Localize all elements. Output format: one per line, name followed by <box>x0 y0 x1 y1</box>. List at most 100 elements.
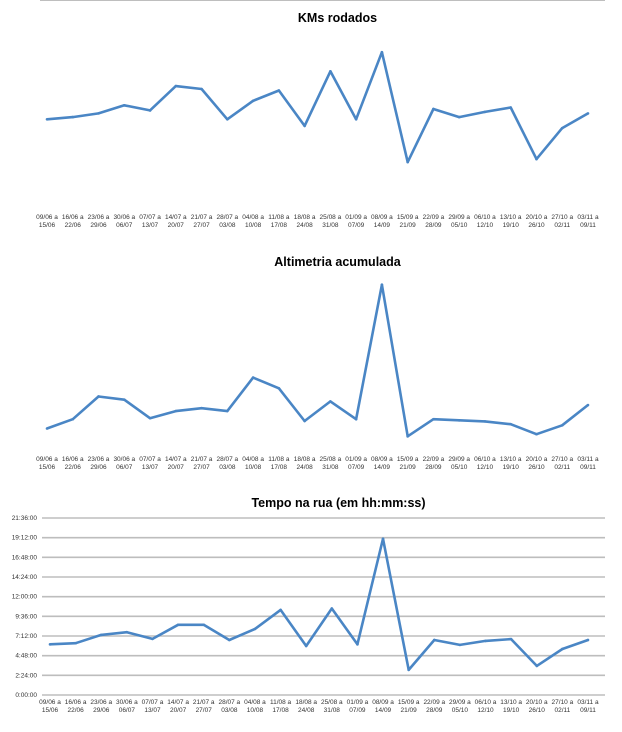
x-tick-label: 31/08 <box>324 707 341 714</box>
x-tick-label: 17/08 <box>272 707 289 714</box>
x-tick-label: 28/09 <box>426 707 443 714</box>
y-tick-label: 0.00 <box>22 0 35 2</box>
data-point <box>148 109 152 112</box>
data-point <box>97 112 100 115</box>
x-tick-label: 18/08 a <box>294 214 316 221</box>
x-tick-label: 20/10 a <box>526 699 548 706</box>
x-tick-label: 02/11 <box>554 707 570 714</box>
x-tick-label: 13/10 a <box>500 456 522 463</box>
x-tick-label: 28/07 a <box>216 456 238 463</box>
x-tick-label: 07/07 a <box>139 456 161 463</box>
x-tick-label: 03/11 a <box>577 699 599 706</box>
x-tick-label: 14/09 <box>374 464 391 471</box>
y-tick-label: 0:00:00 <box>15 692 37 699</box>
data-point <box>45 427 49 430</box>
x-tick-label: 15/09 a <box>398 699 420 706</box>
x-tick-label: 27/10 a <box>552 699 574 706</box>
x-tick-label: 19/10 <box>503 464 520 471</box>
x-tick-label: 18/08 a <box>295 699 317 706</box>
x-tick-label: 13/07 <box>144 707 161 714</box>
x-tick-label: 06/10 a <box>474 456 496 463</box>
data-point <box>122 103 126 107</box>
x-tick-label: 09/06 a <box>39 699 61 706</box>
data-point <box>329 400 332 403</box>
x-tick-label: 13/10 a <box>500 214 522 221</box>
x-tick-label: 13/10 a <box>500 699 522 706</box>
x-tick-label: 30/06 a <box>116 699 138 706</box>
data-point <box>432 417 435 421</box>
data-point <box>277 386 281 390</box>
y-tick-label: 2500 <box>21 0 36 2</box>
x-tick-label: 17/08 <box>271 464 288 471</box>
x-tick-label: 11/08 a <box>270 699 292 706</box>
data-point <box>200 87 203 91</box>
x-tick-label: 19/10 <box>503 707 520 714</box>
x-tick-label: 07/09 <box>348 222 365 229</box>
x-tick-label: 08/09 a <box>372 699 394 706</box>
x-tick-label: 31/08 <box>322 464 339 471</box>
y-tick-label: 5000 <box>21 0 36 2</box>
data-point <box>509 422 513 426</box>
x-tick-label: 05/10 <box>451 222 468 229</box>
y-tick-label: 16:48:00 <box>12 554 38 561</box>
y-tick-label: 1500 <box>21 0 36 2</box>
x-tick-label: 05/10 <box>452 707 469 714</box>
x-tick-label: 28/09 <box>425 464 442 471</box>
y-tick-label: 20.00 <box>19 0 36 2</box>
data-point <box>407 668 410 672</box>
y-tick-label: 14:24:00 <box>12 574 38 581</box>
x-tick-label: 27/07 <box>193 222 210 229</box>
x-tick-label: 26/10 <box>528 464 545 471</box>
data-point <box>535 664 539 668</box>
x-tick-label: 01/09 a <box>345 214 367 221</box>
x-tick-label: 30/06 a <box>113 214 135 221</box>
x-tick-label: 24/08 <box>296 464 313 471</box>
x-tick-label: 28/09 <box>425 222 442 229</box>
x-tick-label: 16/06 a <box>62 214 84 221</box>
x-tick-label: 13/07 <box>142 464 159 471</box>
x-tick-label: 08/09 a <box>371 456 393 463</box>
chart-2: Altimetria acumulada 05001000150020002500… <box>21 0 605 471</box>
y-tick-label: 80.00 <box>19 0 36 2</box>
x-tick-label: 15/06 <box>39 222 56 229</box>
x-tick-label: 14/07 a <box>165 214 187 221</box>
data-point <box>483 420 487 423</box>
data-point <box>406 160 409 164</box>
data-point <box>586 112 590 115</box>
x-tick-label: 28/07 a <box>218 699 240 706</box>
x-tick-label: 18/08 a <box>294 456 316 463</box>
y-tick-label: 3500 <box>21 0 36 2</box>
x-tick-label: 22/09 a <box>423 456 445 463</box>
x-tick-label: 21/09 <box>400 464 417 471</box>
x-tick-label: 08/09 a <box>371 214 393 221</box>
y-tick-label: 4:48:00 <box>15 653 37 660</box>
data-point <box>561 647 564 651</box>
x-tick-label: 07/09 <box>348 464 365 471</box>
data-point <box>303 124 306 128</box>
x-tick-label: 06/10 a <box>474 214 496 221</box>
x-tick-label: 20/07 <box>168 464 185 471</box>
x-tick-label: 12/10 <box>477 707 494 714</box>
x-tick-label: 24/08 <box>298 707 315 714</box>
data-point <box>279 608 282 612</box>
data-point <box>97 395 100 398</box>
x-tick-label: 20/10 a <box>526 214 548 221</box>
y-tick-label: 4000 <box>21 0 36 2</box>
chart-1: KMs rodados 0.0020.0040.0060.0080.00100.0… <box>15 0 605 229</box>
data-point <box>509 637 513 641</box>
x-tick-label: 14/07 a <box>167 699 189 706</box>
x-tick-label: 26/10 <box>528 222 545 229</box>
x-tick-label: 29/06 <box>90 222 107 229</box>
x-tick-label: 21/09 <box>401 707 418 714</box>
x-tick-label: 16/06 a <box>65 699 87 706</box>
data-point <box>200 406 203 410</box>
x-tick-label: 14/07 a <box>165 456 187 463</box>
x-tick-label: 14/09 <box>375 707 392 714</box>
data-point <box>251 99 255 103</box>
x-tick-label: 21/07 a <box>191 214 213 221</box>
data-point <box>151 637 154 641</box>
x-tick-label: 20/07 <box>168 222 185 229</box>
x-tick-label: 24/08 <box>296 222 313 229</box>
data-point <box>458 643 462 647</box>
y-tick-label: 19:12:00 <box>12 535 38 542</box>
